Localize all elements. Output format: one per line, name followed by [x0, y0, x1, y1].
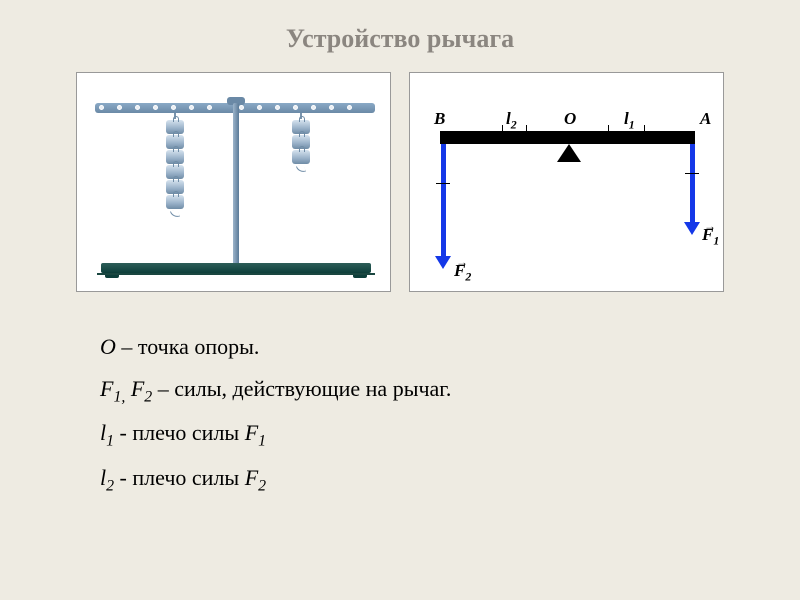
legend-line: l2 - плечо силы F2 — [100, 457, 800, 501]
bar-hole — [135, 105, 140, 110]
force-tick — [436, 183, 450, 184]
bar-hole — [311, 105, 316, 110]
tick-mark — [608, 125, 609, 135]
tick-mark — [526, 125, 527, 135]
bar-hole — [189, 105, 194, 110]
force-tick — [685, 173, 699, 174]
legend: О – точка опоры.F1, F2 – силы, действующ… — [0, 292, 800, 501]
legend-line: l1 - плечо силы F1 — [100, 412, 800, 456]
lever-bar — [440, 131, 695, 144]
diagrams-row: Bl2 Ol1 A →F2 →F1 — [0, 72, 800, 292]
weight-icon — [166, 195, 184, 209]
label-B: B — [434, 109, 445, 129]
label-A: A — [700, 109, 711, 129]
bar-hole — [347, 105, 352, 110]
stand — [233, 103, 239, 265]
bar-hole — [153, 105, 158, 110]
hook-icon — [170, 209, 180, 219]
base-plate — [101, 263, 371, 273]
bar-hole — [293, 105, 298, 110]
bar-hole — [239, 105, 244, 110]
tick-mark — [644, 125, 645, 135]
balance-illustration — [76, 72, 391, 292]
vector-label-f1: →F1 — [702, 225, 719, 248]
legend-line: F1, F2 – силы, действующие на рычаг. — [100, 368, 800, 412]
bar-hole — [257, 105, 262, 110]
page-title: Устройство рычага — [0, 0, 800, 72]
bar-hole — [329, 105, 334, 110]
bar-hole — [207, 105, 212, 110]
fulcrum-icon — [557, 144, 581, 162]
weight-chain — [166, 113, 184, 218]
bar-hole — [117, 105, 122, 110]
bar-hole — [99, 105, 104, 110]
base-line — [97, 273, 375, 275]
label-l2: l2 — [506, 109, 517, 132]
force-arrow-f1 — [690, 144, 695, 224]
tick-mark — [502, 125, 503, 135]
vector-label-f2: →F2 — [454, 261, 471, 284]
label-O: O — [564, 109, 576, 129]
bar-hole — [275, 105, 280, 110]
label-l1: l1 — [624, 109, 635, 132]
weight-icon — [292, 150, 310, 164]
weight-chain — [292, 113, 310, 173]
hook-icon — [296, 164, 306, 174]
bar-hole — [171, 105, 176, 110]
force-arrow-f2 — [441, 144, 446, 258]
legend-line: О – точка опоры. — [100, 326, 800, 368]
lever-schematic: Bl2 Ol1 A →F2 →F1 — [409, 72, 724, 292]
